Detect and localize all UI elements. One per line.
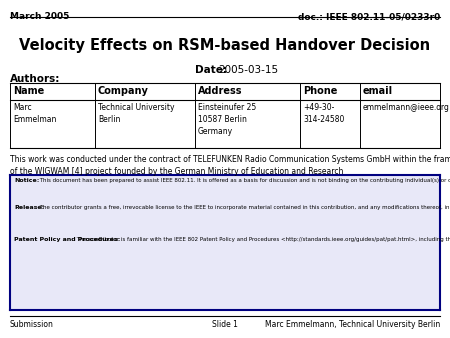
Text: Velocity Effects on RSM-based Handover Decision: Velocity Effects on RSM-based Handover D…	[19, 38, 431, 53]
Text: Authors:: Authors:	[10, 74, 60, 84]
Text: +49-30-
314-24580: +49-30- 314-24580	[303, 103, 344, 124]
Text: The contributor grants a free, irrevocable license to the IEEE to incorporate ma: The contributor grants a free, irrevocab…	[38, 205, 450, 210]
Text: Submission: Submission	[10, 320, 54, 329]
Text: This work was conducted under the contract of TELEFUNKEN Radio Communication Sys: This work was conducted under the contra…	[10, 155, 450, 176]
Text: Name: Name	[13, 86, 44, 96]
Text: 2005-03-15: 2005-03-15	[218, 65, 278, 75]
Text: This document has been prepared to assist IEEE 802.11. It is offered as a basis : This document has been prepared to assis…	[38, 178, 450, 183]
Text: Patent Policy and Procedures:: Patent Policy and Procedures:	[14, 237, 121, 242]
Text: Marc Emmelmann, Technical University Berlin: Marc Emmelmann, Technical University Ber…	[265, 320, 440, 329]
Text: The contributor is familiar with the IEEE 802 Patent Policy and Procedures <http: The contributor is familiar with the IEE…	[75, 237, 450, 242]
Text: Address: Address	[198, 86, 243, 96]
Text: Slide 1: Slide 1	[212, 320, 238, 329]
Text: Einsteinufer 25
10587 Berlin
Germany: Einsteinufer 25 10587 Berlin Germany	[198, 103, 256, 136]
Text: emmelmann@ieee.org: emmelmann@ieee.org	[363, 103, 450, 112]
Text: email: email	[363, 86, 393, 96]
Text: Phone: Phone	[303, 86, 338, 96]
Text: Release:: Release:	[14, 205, 44, 210]
Text: doc.: IEEE 802.11-05/0233r0: doc.: IEEE 802.11-05/0233r0	[298, 12, 440, 21]
Text: March 2005: March 2005	[10, 12, 69, 21]
Text: Technical University
Berlin: Technical University Berlin	[98, 103, 175, 124]
Text: Date:: Date:	[195, 65, 227, 75]
Text: Marc
Emmelman: Marc Emmelman	[13, 103, 56, 124]
Text: Notice:: Notice:	[14, 178, 40, 183]
Text: Company: Company	[98, 86, 149, 96]
